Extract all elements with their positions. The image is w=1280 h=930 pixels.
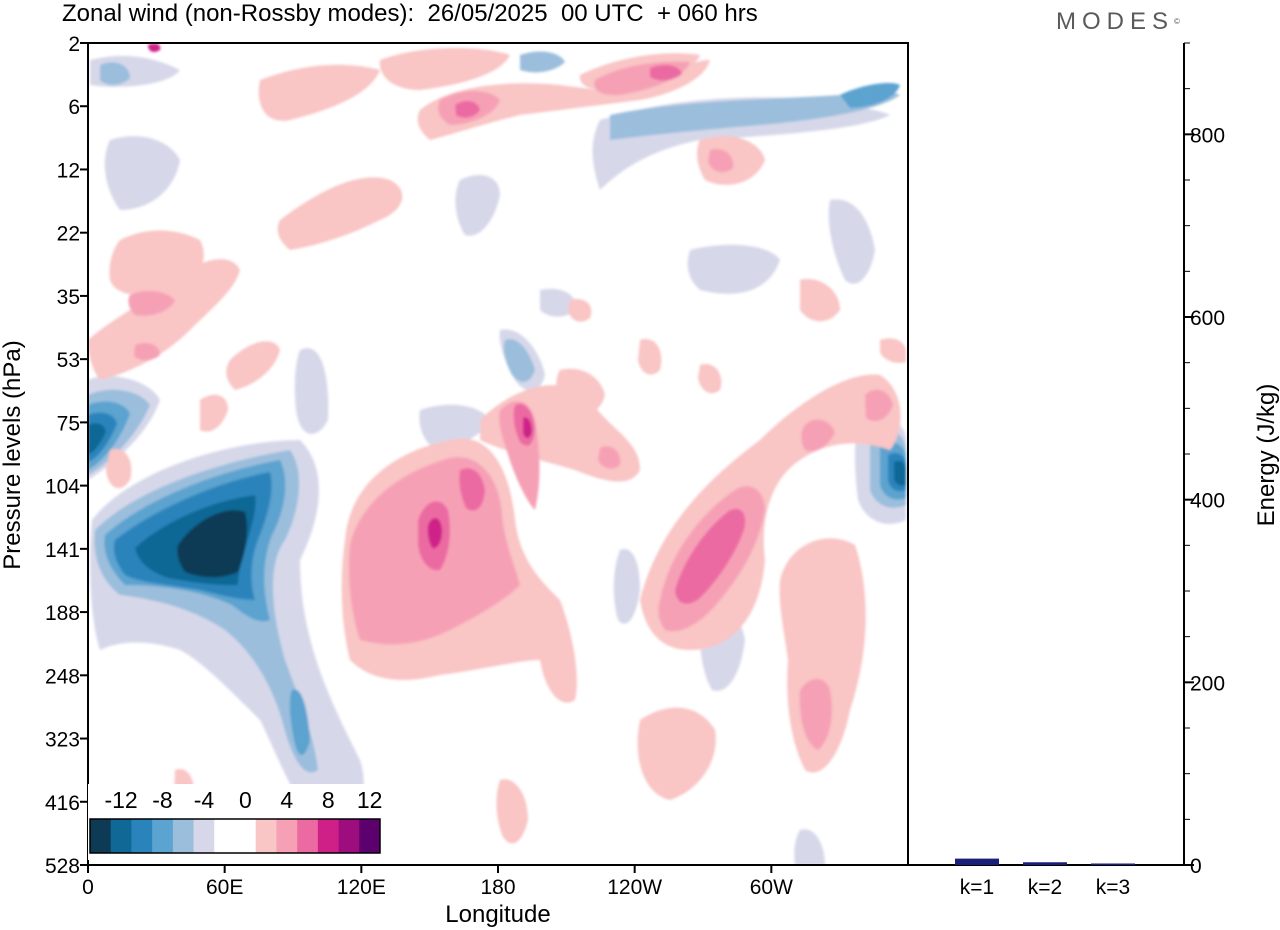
energy-bar [955, 858, 999, 865]
energy-tick-label: 600 [1190, 307, 1225, 330]
pressure-axis: 2 6 12 22 35 53 75 104 141 188 248 323 416 528 [45, 33, 88, 878]
logo-text: MODES [1056, 8, 1175, 35]
colorbar-swatch [110, 819, 132, 853]
colorbar-frame [89, 818, 381, 854]
y-tick-label: 2 [68, 33, 80, 56]
colorbar-swatch [172, 819, 195, 853]
colorbar-swatch [338, 819, 360, 853]
y-tick-label: 416 [45, 792, 80, 815]
colorbar-swatch [152, 819, 174, 853]
colorbar-swatch [214, 819, 236, 853]
energy-tick-label: 800 [1190, 124, 1225, 147]
y-tick-label: 22 [57, 223, 80, 246]
energy-bar-label: k=2 [1028, 876, 1062, 899]
colorbar-label: 12 [357, 787, 383, 813]
colorbar-label: 4 [280, 787, 293, 813]
wind-field [88, 43, 908, 865]
colorbar-label: -4 [194, 787, 215, 813]
chart-title: Zonal wind (non-Rossby modes): 26/05/202… [62, 0, 758, 27]
colorbar-swatch [235, 819, 257, 853]
x-axis-title: Longitude [445, 901, 550, 928]
colorbar-label: -8 [152, 787, 172, 813]
colorbar-label: 0 [239, 787, 252, 813]
energy-axis: 0 200 400 600 800 [1184, 42, 1225, 878]
colorbar-swatch [359, 819, 381, 853]
energy-bar-label: k=1 [960, 876, 994, 899]
energy-bars: k=1 k=2 k=3 [955, 858, 1135, 899]
x-tick-label: 120W [607, 876, 662, 899]
modes-logo: MODES© [1056, 8, 1180, 35]
colorbar-label: -12 [104, 787, 137, 813]
x-tick-label: 120E [337, 876, 386, 899]
colorbar: -12 -8 -4 0 4 8 12 [88, 784, 384, 860]
y-tick-label: 528 [45, 855, 80, 878]
x-tick-label: 60W [750, 876, 793, 899]
colorbar-swatch [131, 819, 153, 853]
colorbar-swatch [317, 819, 340, 853]
colorbar-label: 8 [322, 787, 335, 813]
y-tick-label: 188 [45, 602, 80, 625]
energy-bar [1023, 862, 1067, 865]
energy-tick-label: 0 [1190, 855, 1202, 878]
y-tick-label: 12 [57, 159, 80, 182]
y-tick-label: 323 [45, 729, 80, 752]
x-tick-label: 0 [82, 876, 94, 899]
colorbar-swatch [297, 819, 319, 853]
y-tick-label: 141 [45, 539, 80, 562]
colorbar-swatch [276, 819, 298, 853]
y-tick-label: 35 [57, 286, 80, 309]
colorbar-swatch [193, 819, 215, 853]
longitude-axis: 0 60E 120E 180 120W 60W [82, 865, 793, 899]
energy-bar-label: k=3 [1096, 876, 1130, 899]
y-tick-label: 104 [45, 476, 80, 499]
x-tick-label: 180 [480, 876, 515, 899]
y-tick-label: 53 [57, 349, 80, 372]
y-tick-label: 248 [45, 665, 80, 688]
y-axis-title: Pressure levels (hPa) [0, 340, 26, 569]
energy-tick-label: 200 [1190, 672, 1225, 695]
colorbar-swatch [90, 819, 112, 853]
y-tick-label: 6 [68, 96, 80, 119]
energy-axis-title: Energy (J/kg) [1253, 384, 1280, 527]
x-tick-label: 60E [206, 876, 243, 899]
energy-bar [1091, 863, 1135, 865]
y-tick-label: 75 [57, 412, 80, 435]
energy-tick-label: 400 [1190, 490, 1225, 513]
colorbar-swatch [255, 819, 277, 853]
